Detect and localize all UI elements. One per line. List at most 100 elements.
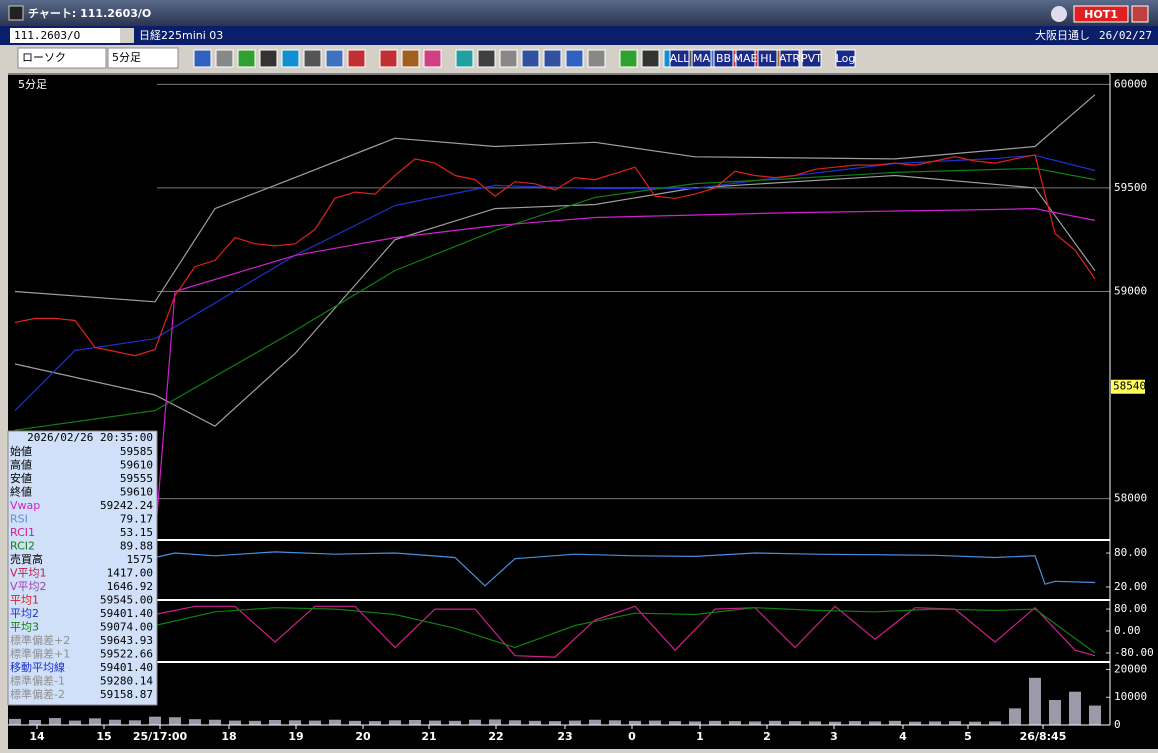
volume-bar bbox=[269, 720, 281, 725]
toolbar-button[interactable] bbox=[215, 49, 234, 68]
help-button[interactable] bbox=[1051, 6, 1067, 22]
x-tick-label: 4 bbox=[899, 730, 907, 743]
indicator-button[interactable] bbox=[757, 49, 778, 68]
app-icon bbox=[8, 5, 24, 21]
toolbar-button[interactable] bbox=[193, 49, 212, 68]
volume-bar bbox=[309, 720, 321, 725]
volume-bar bbox=[409, 720, 421, 725]
toolbar-button[interactable] bbox=[401, 49, 420, 68]
indicator-button[interactable] bbox=[669, 49, 690, 68]
volume-bar bbox=[389, 720, 401, 725]
series-line bbox=[14, 94, 1096, 303]
x-tick-label: 3 bbox=[830, 730, 838, 743]
x-tick-label: 21 bbox=[421, 730, 436, 743]
volume-bar bbox=[129, 720, 141, 725]
toolbar-button[interactable] bbox=[259, 49, 278, 68]
volume-bar bbox=[429, 720, 441, 725]
indicator-button-label: PVT bbox=[801, 52, 822, 65]
x-tick-label: 14 bbox=[29, 730, 45, 743]
y-tick-label: 20.00 bbox=[1114, 580, 1147, 593]
interval: 5分足 bbox=[112, 51, 141, 64]
volume-bar bbox=[1009, 708, 1021, 725]
toolbar-button[interactable] bbox=[303, 49, 322, 68]
info-time: 2026/02/26 20:35:00 bbox=[27, 431, 153, 444]
toolbar-button[interactable] bbox=[565, 49, 584, 68]
info-value: 59643.93 bbox=[100, 634, 153, 647]
x-tick-label: 19 bbox=[288, 730, 303, 743]
toolbar-button[interactable] bbox=[325, 49, 344, 68]
toolbar-button[interactable] bbox=[543, 49, 562, 68]
toolbar-button[interactable] bbox=[347, 49, 366, 68]
series-line bbox=[14, 154, 1096, 412]
volume-bar bbox=[1089, 705, 1101, 725]
session: 大阪日通し bbox=[1035, 28, 1090, 42]
indicator-button-label: MAE bbox=[734, 52, 758, 65]
last-price-box bbox=[1111, 379, 1145, 394]
volume-bar bbox=[69, 720, 81, 725]
x-tick-label: 18 bbox=[221, 730, 236, 743]
y-tick-label: 59000 bbox=[1114, 284, 1147, 297]
toolbar-button[interactable] bbox=[521, 49, 540, 68]
info-value: 59401.40 bbox=[100, 661, 153, 674]
symbol-dropdown[interactable] bbox=[120, 28, 134, 43]
info-value: 89.88 bbox=[120, 540, 153, 553]
volume-bar bbox=[649, 720, 661, 725]
indicator-button[interactable] bbox=[691, 49, 712, 68]
volume-bar bbox=[549, 721, 561, 725]
volume-bar bbox=[869, 721, 881, 725]
info-label: 標準偏差-2 bbox=[10, 687, 65, 701]
volume-bar bbox=[809, 721, 821, 725]
volume-bar bbox=[369, 721, 381, 725]
volume-bar bbox=[29, 720, 41, 725]
chart-type-select[interactable] bbox=[17, 47, 107, 69]
volume-bar bbox=[709, 720, 721, 725]
info-value: 59242.24 bbox=[100, 499, 153, 512]
indicator-button-label: MA bbox=[693, 52, 710, 65]
indicator-button[interactable] bbox=[779, 49, 800, 68]
symbol-bar bbox=[0, 26, 1158, 45]
series-line bbox=[154, 607, 1096, 654]
hot-button[interactable] bbox=[1073, 5, 1129, 23]
volume-bar bbox=[89, 718, 101, 725]
indicator-button[interactable] bbox=[801, 49, 822, 68]
indicator-button[interactable] bbox=[735, 49, 756, 68]
y-tick-label: 80.00 bbox=[1114, 602, 1147, 615]
x-tick-label: 25/17:00 bbox=[133, 730, 188, 743]
y-tick-label: 58000 bbox=[1114, 492, 1147, 505]
info-value: 53.15 bbox=[120, 526, 153, 539]
info-label: 終値 bbox=[10, 485, 32, 499]
info-label: 標準偏差-1 bbox=[10, 674, 65, 688]
info-value: 1575 bbox=[127, 553, 154, 566]
interval-select[interactable] bbox=[107, 47, 179, 69]
toolbar-button[interactable] bbox=[477, 49, 496, 68]
info-value: 59074.00 bbox=[100, 621, 153, 634]
hot-label: HOT1 bbox=[1084, 8, 1118, 21]
series-line bbox=[154, 551, 1096, 587]
toolbar-button[interactable] bbox=[423, 49, 442, 68]
info-value: 59522.66 bbox=[100, 648, 153, 661]
volume-bar bbox=[609, 720, 621, 725]
volume-bar bbox=[449, 720, 461, 725]
info-label: RSI bbox=[10, 513, 28, 526]
series-line bbox=[14, 167, 1096, 431]
x-tick-label: 2 bbox=[763, 730, 771, 743]
symbol-input[interactable] bbox=[10, 28, 120, 43]
toolbar-button[interactable] bbox=[641, 49, 660, 68]
toolbar-button[interactable] bbox=[379, 49, 398, 68]
info-value: 59280.14 bbox=[100, 675, 153, 688]
toolbar-button[interactable] bbox=[281, 49, 300, 68]
toolbar-button[interactable] bbox=[619, 49, 638, 68]
close-button[interactable] bbox=[1131, 5, 1149, 23]
volume-bar bbox=[969, 721, 981, 725]
toolbar-button[interactable] bbox=[455, 49, 474, 68]
toolbar-button[interactable] bbox=[499, 49, 518, 68]
volume-bar bbox=[209, 719, 221, 725]
indicator-button[interactable] bbox=[713, 49, 734, 68]
toolbar-button[interactable] bbox=[587, 49, 606, 68]
y-tick-label: 10000 bbox=[1114, 690, 1147, 703]
volume-bar bbox=[909, 721, 921, 725]
indicator-button[interactable] bbox=[835, 49, 856, 68]
toolbar-button[interactable] bbox=[237, 49, 256, 68]
date: 26/02/27 bbox=[1099, 29, 1152, 42]
